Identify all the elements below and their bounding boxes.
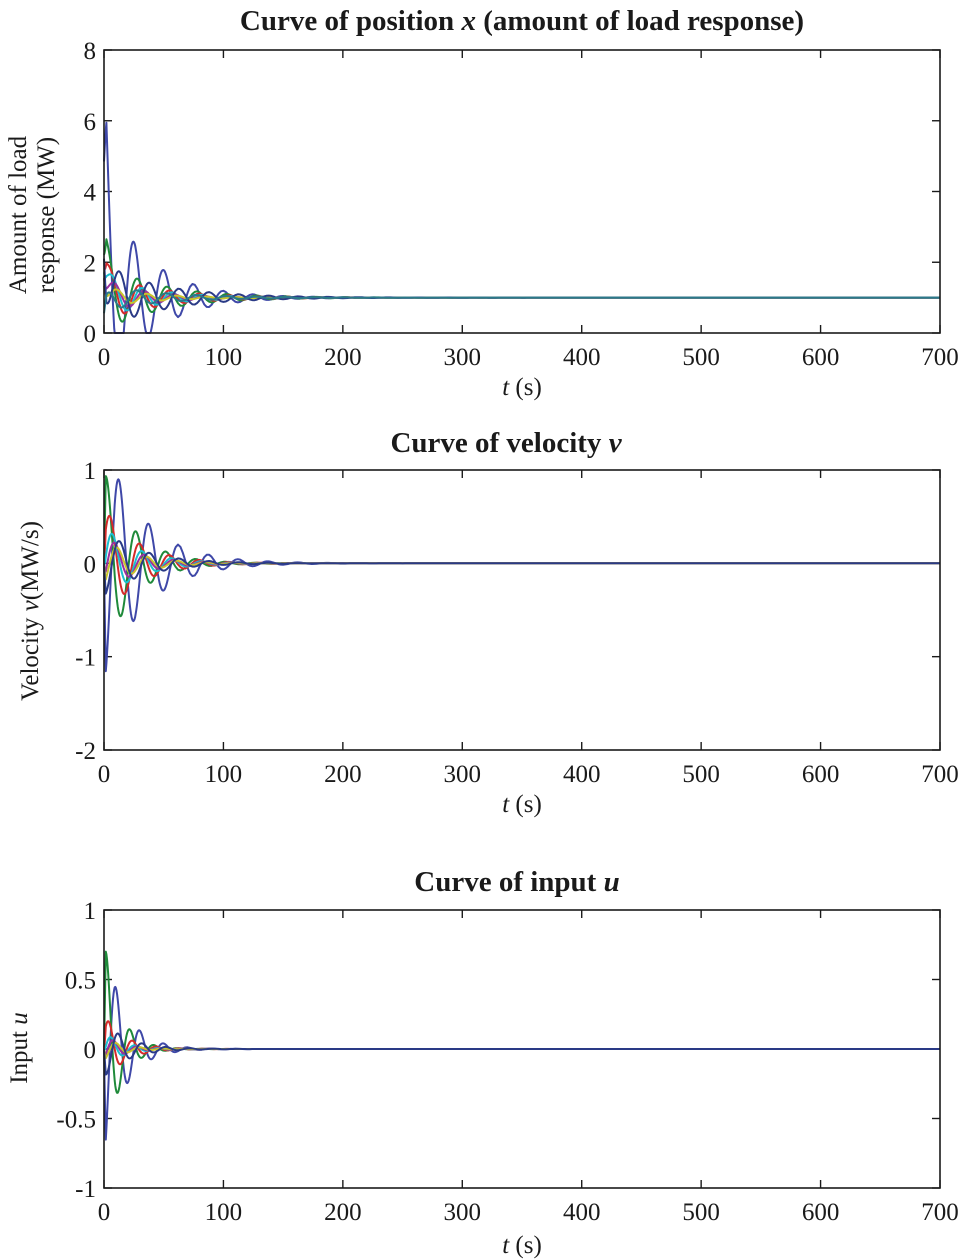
x-tick-label: 700 [921, 344, 959, 371]
series-line-agent-4 [103, 1036, 940, 1057]
series-line-agent-2 [103, 950, 940, 1094]
y-tick-label: 8 [84, 38, 97, 65]
series-line-agent-3 [103, 514, 940, 595]
series-line-agent-7 [103, 258, 940, 318]
x-tick-label: 0 [98, 761, 111, 788]
y-tick-label: 0 [84, 321, 97, 348]
x-tick-label: 400 [563, 344, 601, 371]
x-tick-label: 300 [444, 1199, 482, 1226]
axis-ticks: 0 100 200 300 400 500 600 700 -2 -1 0 1 [75, 458, 959, 788]
series-group [103, 950, 940, 1141]
y-tick-label: 0.5 [65, 968, 96, 995]
x-tick-label: 600 [802, 761, 840, 788]
x-tick-label: 400 [563, 761, 601, 788]
y-axis-label-line-2: response (MW) [33, 137, 60, 293]
series-line-agent-2 [103, 238, 940, 323]
series-line-agent-1 [103, 985, 940, 1141]
x-tick-label: 500 [682, 1199, 720, 1226]
y-axis-label: Velocity v(MW/s) [17, 521, 44, 701]
y-tick-label: 4 [84, 180, 97, 207]
x-axis-label: t (s) [502, 791, 542, 818]
x-tick-label: 200 [324, 344, 362, 371]
y-axis-label-line-1: Amount of load [5, 135, 32, 294]
series-line-agent-6 [103, 1041, 940, 1060]
plot-frame [103, 469, 941, 751]
series-line-agent-5 [103, 1039, 940, 1056]
x-tick-label: 700 [921, 761, 959, 788]
x-tick-label: 600 [802, 1199, 840, 1226]
x-tick-label: 300 [444, 344, 482, 371]
series-group [103, 121, 940, 334]
axis-ticks: 0 100 200 300 400 500 600 700 -1 -0.5 0 0.5 1 [56, 898, 958, 1226]
plot-frame [103, 909, 941, 1189]
panel-velocity: Curve of velocity v Velocity v(MW/s) t (… [17, 427, 959, 818]
x-tick-label: 100 [205, 344, 243, 371]
series-line-agent-7 [103, 1032, 940, 1076]
series-line-agent-3 [103, 1020, 940, 1066]
y-tick-label: 1 [84, 898, 97, 925]
chart-title: Curve of velocity v [390, 427, 622, 459]
y-axis-label: Amount of load response (MW) [5, 135, 60, 294]
plot-frame [103, 49, 941, 334]
y-tick-label: -1 [75, 1176, 96, 1203]
series-line-agent-1 [103, 478, 940, 673]
series-line-agent-4 [103, 532, 940, 584]
y-tick-label: -2 [75, 738, 96, 765]
y-tick-label: 6 [84, 109, 97, 136]
chart-title: Curve of position x (amount of load resp… [240, 5, 804, 37]
series-line-agent-7 [103, 540, 940, 595]
x-tick-label: 200 [324, 761, 362, 788]
series-group [103, 475, 940, 673]
x-tick-label: 100 [205, 761, 243, 788]
series-line-agent-1 [103, 121, 940, 334]
series-line-agent-3 [103, 262, 940, 315]
series-line-agent-5 [103, 278, 940, 308]
panel-input: Curve of input u Input u t (s) 0 100 200 30… [6, 866, 959, 1259]
x-tick-label: 0 [98, 344, 111, 371]
x-axis-label: t (s) [502, 1232, 542, 1259]
series-line-agent-2 [103, 475, 940, 618]
x-tick-label: 200 [324, 1199, 362, 1226]
x-tick-label: 400 [563, 1199, 601, 1226]
y-tick-label: 1 [84, 458, 97, 485]
y-tick-label: 2 [84, 250, 97, 277]
y-tick-label: 0 [84, 1037, 97, 1064]
x-tick-label: 300 [444, 761, 482, 788]
panel-position: Curve of position x (amount of load resp… [5, 5, 959, 401]
x-tick-label: 0 [98, 1199, 111, 1226]
series-line-agent-5 [103, 541, 940, 578]
y-tick-label: -0.5 [56, 1107, 96, 1134]
series-line-agent-8 [103, 289, 940, 314]
x-axis-label: t (s) [502, 374, 542, 401]
x-tick-label: 100 [205, 1199, 243, 1226]
x-tick-label: 600 [802, 344, 840, 371]
chart-title: Curve of input u [414, 866, 619, 898]
x-tick-label: 700 [921, 1199, 959, 1226]
x-tick-label: 500 [682, 344, 720, 371]
y-tick-label: 0 [84, 551, 97, 578]
x-tick-label: 500 [682, 761, 720, 788]
y-tick-label: -1 [75, 645, 96, 672]
series-line-agent-4 [103, 272, 940, 312]
y-axis-label: Input u [6, 1012, 33, 1084]
axis-ticks: 0 100 200 300 400 500 600 700 0 2 4 6 8 [84, 38, 959, 371]
